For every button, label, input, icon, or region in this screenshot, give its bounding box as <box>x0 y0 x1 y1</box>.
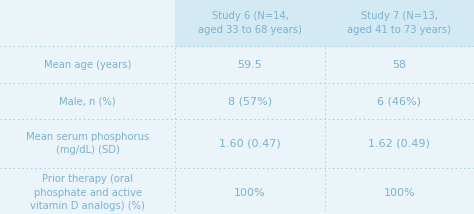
Text: 8 (57%): 8 (57%) <box>228 96 272 106</box>
Text: Mean serum phosphorus
(mg/dL) (SD): Mean serum phosphorus (mg/dL) (SD) <box>26 132 149 155</box>
Text: Study 6 (N=14,
aged 33 to 68 years): Study 6 (N=14, aged 33 to 68 years) <box>198 11 302 35</box>
Text: 1.62 (0.49): 1.62 (0.49) <box>368 138 430 148</box>
Text: Prior therapy (oral
phosphate and active
vitamin D analogs) (%): Prior therapy (oral phosphate and active… <box>30 174 145 211</box>
Text: Study 7 (N=13,
aged 41 to 73 years): Study 7 (N=13, aged 41 to 73 years) <box>347 11 451 35</box>
Text: 6 (46%): 6 (46%) <box>377 96 421 106</box>
Text: Mean age (years): Mean age (years) <box>44 60 131 70</box>
Text: Male, n (%): Male, n (%) <box>59 96 116 106</box>
Bar <box>175 0 474 46</box>
Text: 1.60 (0.47): 1.60 (0.47) <box>219 138 281 148</box>
Text: 100%: 100% <box>383 188 415 198</box>
Text: 100%: 100% <box>234 188 266 198</box>
Text: 58: 58 <box>392 60 406 70</box>
Text: 59.5: 59.5 <box>237 60 263 70</box>
